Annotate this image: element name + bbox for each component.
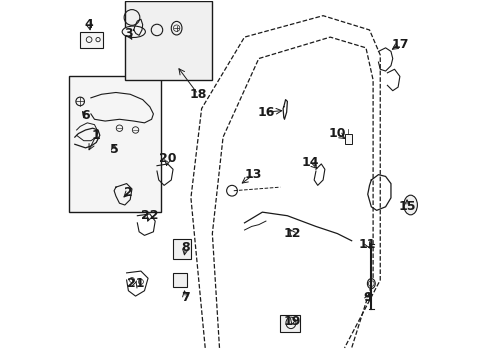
- Bar: [69, 76, 160, 212]
- Text: 3: 3: [124, 27, 132, 40]
- Text: 1: 1: [92, 129, 101, 142]
- Text: 11: 11: [358, 238, 376, 251]
- Text: 10: 10: [328, 127, 346, 140]
- Text: 7: 7: [181, 291, 189, 305]
- Text: 4: 4: [84, 18, 93, 31]
- Ellipse shape: [403, 195, 417, 215]
- Bar: [280, 315, 299, 332]
- Text: 18: 18: [189, 88, 206, 101]
- Text: 19: 19: [284, 315, 301, 328]
- Text: 9: 9: [363, 291, 371, 305]
- Bar: [80, 32, 103, 48]
- Text: 22: 22: [141, 209, 158, 222]
- Ellipse shape: [171, 21, 182, 35]
- Bar: [124, 1, 212, 80]
- Text: 8: 8: [181, 241, 189, 255]
- Text: 16: 16: [257, 105, 274, 119]
- Ellipse shape: [122, 26, 145, 37]
- Text: 21: 21: [126, 277, 144, 290]
- Text: 2: 2: [124, 186, 133, 199]
- Ellipse shape: [285, 317, 295, 329]
- Text: 20: 20: [159, 152, 176, 165]
- Ellipse shape: [366, 279, 374, 289]
- Text: 13: 13: [244, 168, 262, 181]
- Text: 6: 6: [81, 109, 90, 122]
- Text: 5: 5: [109, 143, 118, 156]
- Text: 14: 14: [301, 156, 319, 168]
- Bar: [173, 239, 190, 258]
- Bar: [344, 134, 352, 144]
- Text: 17: 17: [390, 38, 408, 51]
- Text: 12: 12: [284, 227, 301, 240]
- Bar: [173, 273, 187, 287]
- Text: 15: 15: [397, 200, 415, 213]
